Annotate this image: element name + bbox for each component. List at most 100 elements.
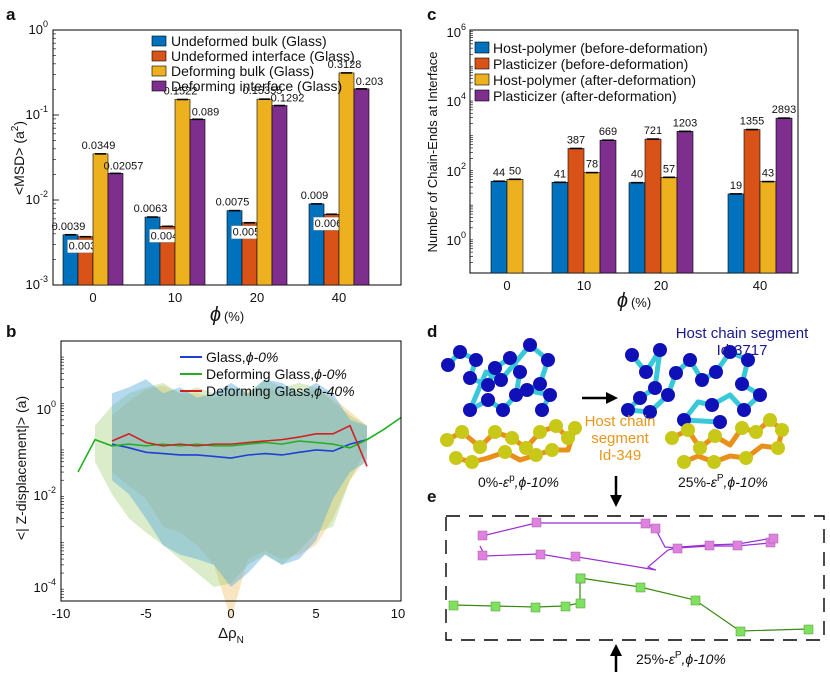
caption-sup: p (509, 473, 515, 484)
panel-c-bar (599, 139, 617, 274)
host-trace-point (704, 540, 715, 551)
panel-c-data-label: 1355 (740, 116, 764, 128)
plast-atom (739, 451, 753, 465)
panel-a-letter: a (6, 5, 16, 24)
panel-b-x-title-sub: N (237, 635, 244, 646)
host-trace-point (535, 549, 546, 560)
caption-pct: 25%- (678, 474, 711, 490)
panel-c-bar (506, 179, 524, 274)
panel-a-xtick: 10 (168, 290, 182, 305)
host-trace-point (477, 530, 488, 541)
host-trace-point (768, 533, 779, 544)
panel-c: c 100 102 104 106 44 50 413877866940721571… (425, 5, 799, 312)
panel-b-band (112, 379, 367, 588)
panel-c-legend-swatch (474, 41, 490, 54)
panel-a-xtick: 20 (250, 290, 264, 305)
panel-c-ytick-exp: 4 (461, 91, 466, 101)
host-atom (496, 403, 510, 417)
plast-atom (665, 431, 679, 445)
panel-b-bands (95, 379, 367, 620)
panel-d-caption-left: 0%-εp,ϕ-10% (478, 473, 559, 490)
panel-a-legend-swatch (151, 35, 167, 47)
panel-b-ytick: 100 (37, 399, 56, 417)
panel-a-ytick: 10-2 (26, 189, 48, 207)
plast-trace-point (575, 573, 586, 584)
svg-text:10-3: 10-3 (26, 274, 48, 292)
panel-a-x-unit: (%) (224, 309, 244, 324)
panel-c-data-label: 44 (493, 167, 505, 179)
panel-a-ytick-exp: -3 (40, 274, 48, 284)
plast-atom (749, 425, 763, 439)
panel-c-xtick: 40 (753, 278, 767, 293)
host-atom (705, 398, 719, 412)
panel-e-letter: e (427, 487, 436, 506)
host-bonds-right (625, 347, 763, 425)
panel-b-legend: Glass,ϕ-0% Deforming Glass,ϕ-0% Deformin… (180, 349, 355, 399)
plast-trace-point (735, 626, 746, 637)
panel-a-y-title-sup: 2 (10, 125, 21, 131)
panel-c-data-label: 50 (509, 165, 521, 177)
panel-c-ytick-exp: 0 (461, 230, 466, 240)
plast-chain-label: Host chain (585, 413, 656, 430)
plast-atom (775, 423, 789, 437)
panel-a-ytick-base: 10 (26, 277, 40, 292)
panel-c-bar (660, 177, 678, 274)
panel-a-data-label: 0.15355 (243, 85, 283, 97)
plast-bonds-right (670, 417, 785, 465)
panel-b-letter: b (6, 322, 16, 341)
panel-c-legend-label: Plasticizer (after-deformation) (493, 88, 677, 104)
panel-c-y-ticks: 100 102 104 106 (447, 22, 466, 248)
caption-sup: P (717, 473, 724, 484)
panel-a-data-label: 0.203 (356, 76, 384, 88)
panel-b-x-title: ΔρN (218, 625, 244, 646)
panel-a-bar (271, 105, 288, 286)
svg-text:10-2: 10-2 (34, 485, 56, 503)
panel-b-axes-box (60, 340, 402, 602)
host-atom (533, 377, 547, 391)
panel-a-bar (144, 216, 161, 286)
panel-a-ytick-exp: -2 (40, 189, 48, 199)
plast-atom (465, 455, 479, 469)
panel-c-bar (490, 180, 508, 274)
panel-a-bar (338, 72, 355, 286)
panel-a-data-label: 0.0349 (82, 140, 116, 152)
plast-atom (549, 419, 563, 433)
panel-a-bar (256, 98, 273, 286)
panel-e-dashed-box (445, 515, 825, 641)
panel-c-bars: 44 50 41 387 78 669 40 721 57 1203 19 1355 43 2893 (470, 31, 796, 274)
panel-b-ytick: 10-4 (34, 577, 56, 595)
plast-atom (449, 451, 463, 465)
panel-c-legend-label: Plasticizer (before-deformation) (493, 56, 688, 72)
panel-d: d (427, 322, 809, 490)
plast-atom (498, 445, 512, 459)
panel-a-data-label: 0.02057 (104, 160, 144, 172)
panel-a-ytick: 10-3 (26, 274, 48, 292)
panel-b-legend-text: Deforming Glass, (206, 366, 314, 382)
plast-trace-line (452, 577, 809, 632)
panel-a-legend-swatch (151, 80, 167, 92)
panel-a-data-label: 0.3128 (328, 59, 362, 71)
panel-c-bar (567, 148, 585, 274)
panel-c-data-label: 40 (631, 169, 643, 181)
plast-atom (735, 421, 749, 435)
host-atom (683, 353, 697, 367)
panel-b-xtick: -10 (52, 606, 71, 621)
panel-b-legend-text: Deforming Glass, (206, 383, 314, 399)
host-atom (523, 338, 537, 352)
plast-atom (545, 443, 559, 457)
plast-chain-label: segment (591, 430, 649, 447)
panel-a-y-title-main: <MSD> (a (11, 131, 27, 195)
panel-c-legend-swatch (474, 73, 490, 86)
plast-atom (708, 429, 722, 443)
panel-a: a 10-3 10-2 10-1 100 0.00390.00370.03490… (6, 5, 402, 326)
panel-c-bar (759, 181, 777, 274)
svg-text:100: 100 (37, 399, 56, 417)
panel-a-legend-label: Deforming bulk (Glass) (171, 63, 314, 79)
host-atom (723, 345, 737, 359)
panel-a-y-title-end: ) (11, 121, 27, 126)
panel-c-legend-label: Host-polymer (after-deformation) (493, 72, 696, 88)
panel-a-ytick-base: 10 (26, 192, 40, 207)
plast-trace-point (530, 602, 541, 613)
panel-c-xtick: 20 (654, 278, 668, 293)
panel-c-data-label: 41 (554, 168, 566, 180)
